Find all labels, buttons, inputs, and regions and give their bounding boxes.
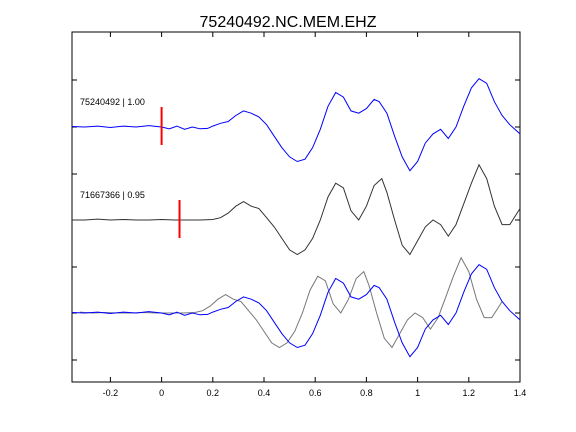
trace-line-2 xyxy=(72,163,521,256)
overlay-aligned-trace xyxy=(79,256,503,349)
x-tick-label: 0.4 xyxy=(258,388,271,398)
trace-label-group: 75240492 | 1.00 71667366 | 0.95 xyxy=(80,97,145,200)
trace-label-2: 71667366 | 0.95 xyxy=(80,190,145,200)
x-tick-label: 0 xyxy=(159,388,164,398)
chart-title: 75240492.NC.MEM.EHZ xyxy=(200,14,377,31)
trace-line-1 xyxy=(71,78,521,172)
overlay-reference-trace xyxy=(71,264,521,358)
trace-group xyxy=(71,78,521,358)
x-tick-label: 0.8 xyxy=(360,388,373,398)
x-tick-label: 1 xyxy=(415,388,420,398)
plot-frame xyxy=(71,31,521,383)
tick-group: -0.2 0 0.2 0.4 0.6 0.8 1 1.2 1.4 xyxy=(72,32,526,398)
trace-label-1: 75240492 | 1.00 xyxy=(80,97,145,107)
x-tick-label: 0.6 xyxy=(309,388,322,398)
x-tick-label: 1.2 xyxy=(463,388,476,398)
x-tick-label: 1.4 xyxy=(514,388,527,398)
x-tick-label: 0.2 xyxy=(207,388,220,398)
x-tick-label: -0.2 xyxy=(103,388,119,398)
